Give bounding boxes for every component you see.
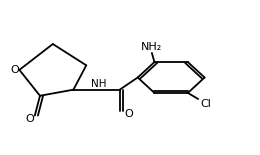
Text: NH₂: NH₂ [141,42,162,52]
Text: O: O [125,109,134,119]
Text: NH: NH [91,79,107,89]
Text: O: O [11,65,20,75]
Text: Cl: Cl [200,99,211,109]
Text: O: O [25,114,34,124]
